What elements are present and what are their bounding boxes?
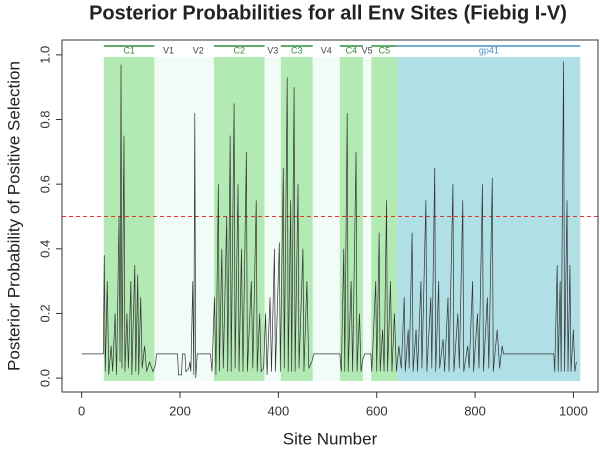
region-band (362, 57, 372, 381)
data-line (81, 61, 577, 379)
x-tick-label: 400 (268, 403, 290, 418)
region-band (397, 57, 581, 381)
region-label: gp41 (479, 45, 499, 55)
plot-frame (61, 39, 599, 393)
region-label: C3 (291, 45, 303, 55)
y-tick-label: 0.8 (37, 110, 52, 128)
region-band (312, 57, 340, 381)
x-tick-label: 0 (78, 403, 85, 418)
region-band (339, 57, 363, 381)
region-label: V5 (362, 45, 373, 55)
x-tick-label: 1000 (559, 403, 588, 418)
y-tick-label: 0.0 (37, 369, 52, 387)
region-label: V2 (193, 45, 204, 55)
x-tick-label: 600 (366, 403, 388, 418)
region-band (280, 57, 313, 381)
region-band (103, 57, 155, 381)
region-label: C1 (123, 45, 135, 55)
region-label: C2 (234, 45, 246, 55)
y-tick-label: 0.6 (37, 175, 52, 193)
region-label: V4 (321, 45, 332, 55)
region-label: V3 (267, 45, 278, 55)
x-tick-label: 800 (464, 403, 486, 418)
region-band (264, 57, 281, 381)
y-tick-label: 1.0 (37, 46, 52, 64)
region-label: V1 (163, 45, 174, 55)
region-label: C4 (346, 45, 358, 55)
chart-title: Posterior Probabilities for all Env Site… (89, 2, 567, 24)
x-tick-label: 200 (169, 403, 191, 418)
y-tick-label: 0.2 (37, 304, 52, 322)
region-band (371, 57, 398, 381)
region-label: C5 (379, 45, 391, 55)
x-axis-label: Site Number (283, 429, 378, 448)
y-axis-label: Posterior Probability of Positive Select… (4, 61, 23, 371)
region-band (154, 57, 183, 381)
y-tick-label: 0.4 (37, 240, 52, 258)
region-band (182, 57, 214, 381)
